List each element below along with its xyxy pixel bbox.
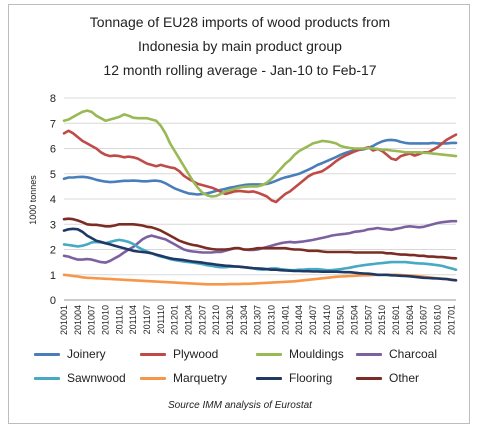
- x-tick-label: 201201: [170, 305, 180, 335]
- x-tick-label: 201301: [225, 305, 235, 335]
- x-tick-label: 201207: [197, 305, 207, 335]
- legend-label: Sawnwood: [67, 371, 126, 385]
- series-line-other: [62, 217, 458, 260]
- legend-swatch: [140, 376, 166, 380]
- legend-label: Marquetry: [173, 371, 228, 385]
- y-tick-label: 1: [50, 270, 56, 282]
- legend-item-other: Other: [356, 370, 419, 386]
- y-tick-label: 0: [50, 295, 56, 307]
- legend-item-mouldings: Mouldings: [256, 346, 344, 362]
- x-tick-label: 201310: [267, 305, 277, 335]
- x-tick-label: 201104: [128, 305, 138, 334]
- legend-item-joinery: Joinery: [34, 346, 106, 362]
- x-tick-label: 201107: [142, 305, 152, 334]
- series-line-plywood: [62, 129, 458, 204]
- x-tick-label: 201010: [101, 305, 111, 335]
- axes: 0 1 2 3 4 5 6 7 8 201001 201004 201007 201010 201101 2…: [50, 93, 457, 335]
- x-tick-label: 201410: [322, 305, 332, 335]
- legend-swatch: [356, 352, 382, 356]
- x-tick-label: 201204: [184, 305, 194, 335]
- legend-label: Charcoal: [389, 347, 438, 361]
- series-lines: [62, 109, 458, 286]
- x-tick-label: 201610: [433, 305, 443, 335]
- legend-label: Joinery: [67, 347, 106, 361]
- y-tick-label: 3: [50, 219, 56, 231]
- legend-swatch: [34, 352, 60, 356]
- y-tick-label: 6: [50, 144, 56, 156]
- legend-item-charcoal: Charcoal: [356, 346, 437, 362]
- x-tick-label: 201307: [253, 305, 263, 335]
- x-tick-label: 201510: [377, 305, 387, 335]
- legend-swatch: [34, 376, 60, 380]
- legend-item-marquetry: Marquetry: [140, 370, 227, 386]
- x-tick-label: 201604: [405, 305, 415, 335]
- chart-title-line-3: 12 month rolling average - Jan-10 to Feb…: [103, 62, 377, 78]
- x-tick-label: 201210: [211, 305, 221, 335]
- x-tick-label: 201110: [156, 305, 166, 334]
- legend-label: Mouldings: [289, 347, 344, 361]
- y-axis-label: 1000 tonnes: [28, 175, 38, 225]
- legend-swatch: [256, 376, 282, 380]
- series-line-flooring: [62, 227, 458, 282]
- x-tick-label: 201701: [446, 305, 456, 335]
- legend-swatch: [356, 376, 382, 380]
- legend-label: Plywood: [173, 347, 219, 361]
- legend-item-plywood: Plywood: [140, 346, 218, 362]
- legend-swatch: [140, 352, 166, 356]
- x-tick-label: 201601: [391, 305, 401, 335]
- chart-title-line-1: Tonnage of EU28 imports of wood products…: [89, 14, 391, 30]
- legend-label: Other: [389, 371, 420, 385]
- y-tick-label: 4: [50, 194, 56, 206]
- x-tick-label: 201407: [308, 305, 318, 335]
- legend-label: Flooring: [289, 371, 333, 385]
- x-tick-label: 201001: [59, 305, 69, 335]
- x-tick-label: 201501: [336, 305, 346, 335]
- y-tick-label: 2: [50, 245, 56, 257]
- x-tick-label: 201304: [239, 305, 249, 335]
- series-line-charcoal: [62, 219, 458, 264]
- y-tick-label: 8: [50, 93, 56, 105]
- source-note: Source IMM analysis of Eurostat: [168, 400, 312, 411]
- x-tick-label: 201507: [363, 305, 373, 335]
- legend-item-sawnwood: Sawnwood: [34, 370, 126, 386]
- x-tick-label: 201101: [114, 305, 124, 334]
- y-tick-label: 5: [50, 169, 56, 181]
- x-tick-label: 201401: [280, 305, 290, 335]
- series-line-mouldings: [62, 109, 458, 198]
- y-tick-label: 7: [50, 118, 56, 130]
- legend-swatch: [256, 352, 282, 356]
- x-tick-label: 201404: [294, 305, 304, 335]
- x-tick-label: 201007: [87, 305, 97, 335]
- chart-frame: [8, 4, 470, 424]
- x-tick-label: 201504: [350, 305, 360, 335]
- x-tick-label: 201607: [419, 305, 429, 335]
- legend-item-flooring: Flooring: [256, 370, 332, 386]
- x-tick-label: 201004: [73, 305, 83, 335]
- chart-title-line-2: Indonesia by main product group: [138, 38, 342, 54]
